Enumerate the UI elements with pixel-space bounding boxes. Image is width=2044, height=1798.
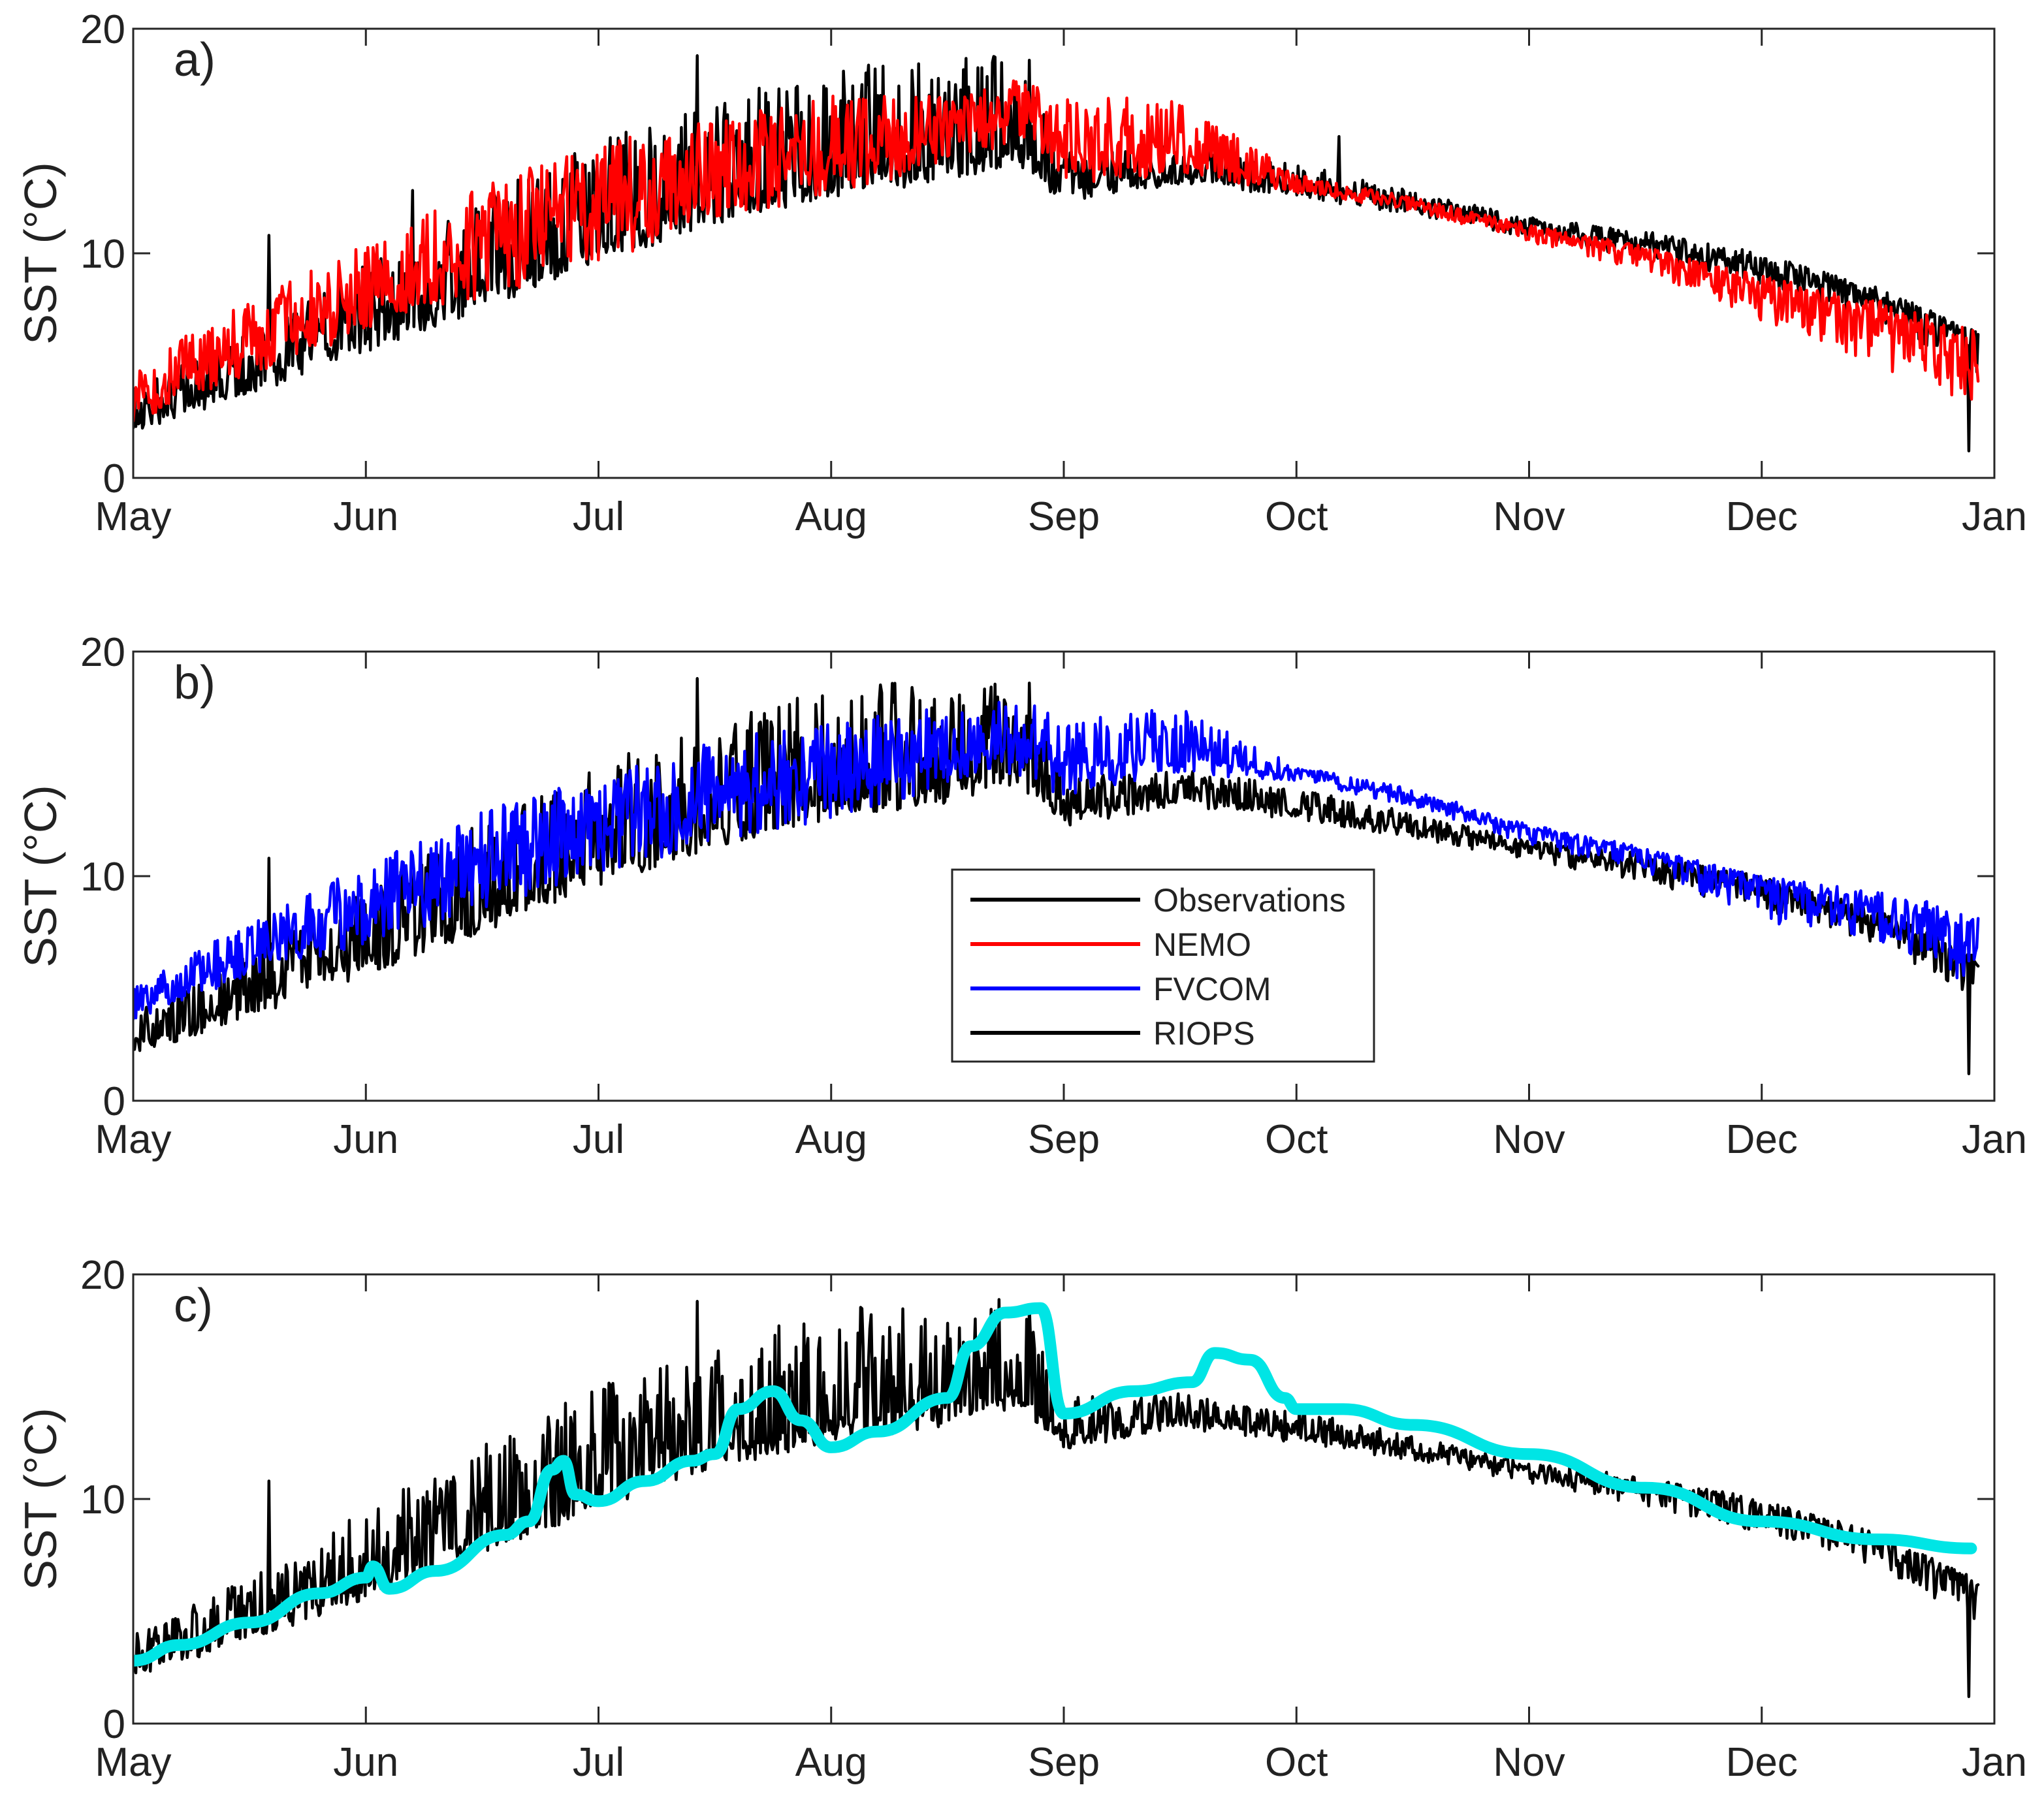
- x-tick-label: Jan: [1962, 494, 2027, 539]
- x-tick-label: Oct: [1265, 494, 1328, 539]
- x-tick-label: Nov: [1493, 1740, 1565, 1785]
- series-nemo-line: [133, 79, 1980, 423]
- x-tick-label: Aug: [795, 1740, 867, 1785]
- panel-1: May Jun Jul Aug Sep Oct Nov Dec Jan 0 10 20 SST (°C)…: [15, 7, 2027, 539]
- legend-label-fvcom: FVCOM: [1153, 971, 1271, 1007]
- x-tick-label: Oct: [1265, 1117, 1328, 1162]
- panel-label: b): [174, 657, 216, 709]
- legend-label-nemo: NEMO: [1153, 926, 1251, 963]
- legend-label-riops: RIOPS: [1153, 1015, 1255, 1052]
- x-tick-label: May: [95, 1740, 171, 1785]
- y-tick-label: 20: [80, 7, 125, 52]
- panel-label: a): [174, 34, 216, 86]
- series-fvcom-line: [133, 701, 1980, 1021]
- y-tick-label: 0: [103, 1079, 125, 1124]
- x-tick-label: Sep: [1028, 1117, 1100, 1162]
- x-tick-label: Dec: [1726, 1740, 1798, 1785]
- y-tick-label: 0: [103, 1702, 125, 1747]
- y-tick-label: 0: [103, 456, 125, 501]
- y-axis-label: SST (°C): [15, 162, 66, 345]
- x-tick-label: Jan: [1962, 1740, 2027, 1785]
- x-tick-label: Jan: [1962, 1117, 2027, 1162]
- x-tick-label: Sep: [1028, 1740, 1100, 1785]
- legend: Observations NEMO FVCOM RIOPS: [951, 868, 1375, 1063]
- x-tick-label: Jul: [573, 1740, 624, 1785]
- x-tick-label: Dec: [1726, 494, 1798, 539]
- x-tick-label: Nov: [1493, 494, 1565, 539]
- x-tick-label: Jul: [573, 494, 624, 539]
- panel-label: c): [174, 1280, 213, 1332]
- x-tick-label: Aug: [795, 1117, 867, 1162]
- x-tick-label: Nov: [1493, 1117, 1565, 1162]
- legend-label-observations: Observations: [1153, 882, 1346, 919]
- y-tick-label: 10: [80, 855, 125, 900]
- y-tick-label: 10: [80, 1477, 125, 1522]
- y-axis-label: SST (°C): [15, 785, 66, 968]
- y-axis-label: SST (°C): [15, 1408, 66, 1590]
- y-tick-label: 10: [80, 232, 125, 277]
- x-tick-label: Aug: [795, 494, 867, 539]
- x-tick-label: Jun: [333, 1740, 398, 1785]
- y-tick-label: 20: [80, 630, 125, 675]
- panel-3: May Jun Jul Aug Sep Oct Nov Dec Jan 0 10 20 SST (°C)…: [15, 1253, 2027, 1785]
- x-tick-label: Jun: [333, 1117, 398, 1162]
- x-tick-label: Sep: [1028, 494, 1100, 539]
- x-tick-label: Dec: [1726, 1117, 1798, 1162]
- panel-2: May Jun Jul Aug Sep Oct Nov Dec Jan 0 10 20 SST (°C)…: [15, 630, 2027, 1162]
- series-riops-line: [133, 1302, 1977, 1667]
- x-tick-label: Oct: [1265, 1740, 1328, 1785]
- x-tick-label: Jul: [573, 1117, 624, 1162]
- series-observations-line: [133, 677, 1980, 1075]
- y-tick-label: 20: [80, 1253, 125, 1298]
- x-tick-label: Jun: [333, 494, 398, 539]
- x-tick-label: May: [95, 494, 171, 539]
- x-tick-label: May: [95, 1117, 171, 1162]
